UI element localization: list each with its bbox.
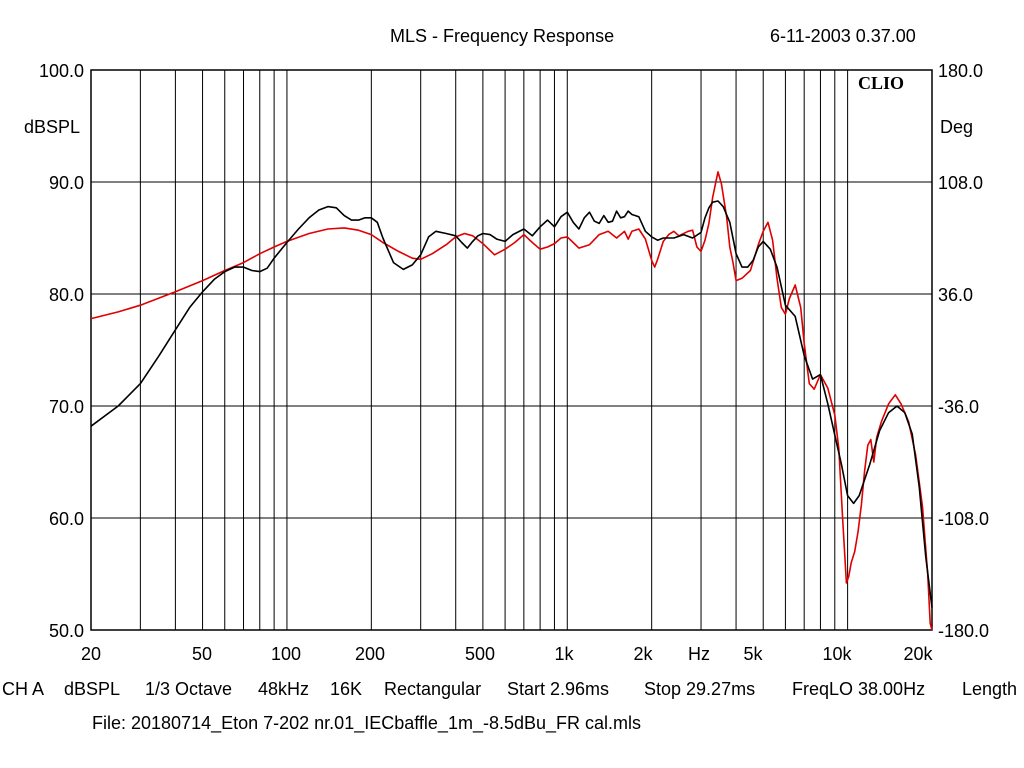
setting-freq-lo: FreqLO 38.00Hz — [792, 679, 926, 699]
setting-size: 16K — [330, 679, 363, 699]
setting-length: Length — [962, 679, 1018, 699]
chart-title: MLS - Frequency Response — [390, 26, 615, 46]
right-tick-label: 108.0 — [938, 173, 984, 193]
setting-unit: dBSPL — [64, 679, 121, 699]
left-tick-label: 100.0 — [38, 61, 84, 81]
x-tick-label: 500 — [464, 644, 496, 664]
left-tick-label: 90.0 — [48, 173, 84, 193]
right-tick-label: 180.0 — [938, 61, 984, 81]
right-tick-label: -108.0 — [938, 509, 990, 529]
plot-frame — [90, 69, 933, 631]
left-tick-label: 70.0 — [48, 397, 84, 417]
left-axis-unit: dBSPL — [24, 117, 81, 137]
series-line-red — [90, 171, 933, 631]
setting-sample-rate: 48kHz — [258, 679, 310, 699]
file-name: File: 20180714_Eton 7-202 nr.01_IECbaffl… — [92, 713, 642, 733]
x-tick-label: 100 — [270, 644, 302, 664]
right-tick-label: -180.0 — [938, 621, 990, 641]
series-line-black — [90, 200, 933, 608]
clio-logo: CLIO — [858, 73, 905, 93]
left-tick-label: 50.0 — [48, 621, 84, 641]
x-tick-label: 10k — [822, 644, 852, 664]
x-tick-label: Hz — [688, 644, 710, 664]
x-tick-label: 200 — [354, 644, 386, 664]
measurement-datetime: 6-11-2003 0.37.00 — [770, 26, 916, 46]
setting-start: Start 2.96ms — [507, 679, 610, 699]
x-tick-label: 1k — [554, 644, 574, 664]
series-layer — [90, 171, 933, 631]
x-tick-label: 2k — [633, 644, 653, 664]
setting-channel: CH A — [2, 679, 45, 699]
right-tick-label: -36.0 — [938, 397, 980, 417]
setting-stop: Stop 29.27ms — [644, 679, 756, 699]
setting-window: Rectangular — [384, 679, 482, 699]
left-tick-label: 60.0 — [48, 509, 84, 529]
x-tick-label: 20k — [903, 644, 933, 664]
left-tick-label: 80.0 — [48, 285, 84, 305]
x-tick-label: 5k — [743, 644, 763, 664]
right-tick-label: 36.0 — [938, 285, 974, 305]
grid — [91, 70, 932, 630]
setting-smoothing: 1/3 Octave — [145, 679, 233, 699]
x-tick-label: 50 — [191, 644, 213, 664]
x-tick-label: 20 — [80, 644, 102, 664]
right-axis-unit: Deg — [940, 117, 974, 137]
